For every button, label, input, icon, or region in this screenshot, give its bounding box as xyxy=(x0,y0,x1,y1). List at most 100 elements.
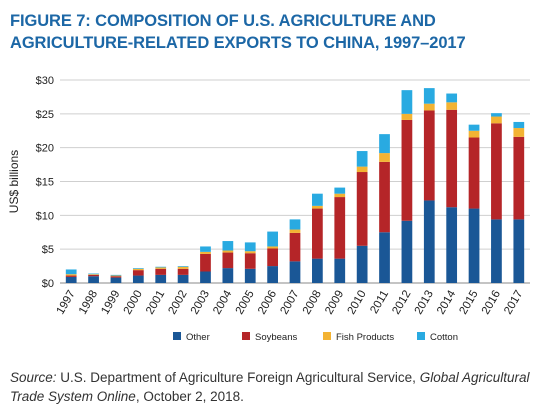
bar-fish-products-2012 xyxy=(401,113,413,120)
x-tick-label: 2000 xyxy=(122,289,145,317)
bar-other-2015 xyxy=(468,208,480,283)
bar-soybeans-2007 xyxy=(289,232,301,262)
bar-soybeans-2017 xyxy=(513,136,525,220)
bar-other-2001 xyxy=(155,274,167,283)
bar-other-2011 xyxy=(379,232,390,283)
bar-cotton-2004 xyxy=(222,241,234,251)
bar-soybeans-2003 xyxy=(200,253,211,272)
x-tick-label: 2003 xyxy=(189,289,212,317)
bar-cotton-2012 xyxy=(401,90,413,114)
x-tick-label: 2013 xyxy=(413,289,436,317)
bar-soybeans-2000 xyxy=(132,270,144,276)
bar-fish-products-2010 xyxy=(356,166,368,173)
bar-other-2005 xyxy=(244,268,256,283)
bar-fish-products-1998 xyxy=(88,274,99,275)
bar-cotton-2002 xyxy=(177,266,189,267)
bar-soybeans-2012 xyxy=(401,119,413,221)
legend: Other Soybeans Fish Products Cotton xyxy=(173,332,458,343)
bar-cotton-2017 xyxy=(513,121,525,129)
x-tick-label: 2016 xyxy=(480,289,503,317)
bar-soybeans-2014 xyxy=(446,109,458,208)
bar-soybeans-2009 xyxy=(334,197,346,259)
source-label: Source: xyxy=(10,370,57,385)
bar-fish-products-2002 xyxy=(177,266,189,269)
bar-fish-products-2014 xyxy=(446,102,458,110)
x-tick-label: 2005 xyxy=(234,289,257,317)
y-tick-label: $20 xyxy=(36,143,54,155)
bar-other-2013 xyxy=(423,200,435,283)
bar-fish-products-2003 xyxy=(200,251,211,254)
y-tick-label: $25 xyxy=(36,109,54,121)
bar-fish-products-2005 xyxy=(244,251,256,254)
bar-cotton-2014 xyxy=(446,93,458,103)
figure-title: FIGURE 7: COMPOSITION OF U.S. AGRICULTUR… xyxy=(10,12,466,52)
x-tick-label: 2011 xyxy=(368,289,391,316)
x-tick-label: 2002 xyxy=(167,289,190,317)
bar-fish-products-2001 xyxy=(155,267,167,269)
bar-soybeans-2002 xyxy=(177,268,189,275)
x-tick-label: 2004 xyxy=(211,288,234,317)
bar-fish-products-2008 xyxy=(312,205,323,209)
x-tick-label: 2008 xyxy=(301,289,324,317)
bar-cotton-2000 xyxy=(132,268,144,269)
bar-cotton-2005 xyxy=(244,242,256,252)
x-axis-ticks: 1997 1998 1999 2000 2001 2002 2003 2004 2005 2006… xyxy=(55,288,526,317)
bar-fish-products-2015 xyxy=(468,130,480,138)
bar-other-2000 xyxy=(132,275,144,283)
bar-soybeans-2011 xyxy=(379,161,390,233)
y-tick-label: $5 xyxy=(42,244,54,256)
x-tick-label: 2001 xyxy=(144,289,167,317)
legend-label: Fish Products xyxy=(336,332,394,343)
bar-cotton-2009 xyxy=(334,187,346,194)
source-text: U.S. Department of Agriculture Foreign A… xyxy=(56,370,420,385)
bar-soybeans-2016 xyxy=(491,123,502,220)
bar-other-2002 xyxy=(177,274,189,283)
bar-other-2016 xyxy=(491,219,502,283)
legend-swatch xyxy=(242,332,250,340)
bar-fish-products-2017 xyxy=(513,128,525,137)
y-tick-label: $30 xyxy=(36,75,54,87)
y-tick-label: $15 xyxy=(36,177,54,189)
bar-fish-products-2013 xyxy=(423,103,435,111)
bar-fish-products-2009 xyxy=(334,193,346,198)
bar-cotton-2011 xyxy=(379,134,390,154)
bar-other-2012 xyxy=(401,220,413,283)
x-tick-label: 2014 xyxy=(435,288,458,317)
bar-fish-products-2011 xyxy=(379,153,390,162)
bar-fish-products-2006 xyxy=(267,246,278,249)
bar-soybeans-1997 xyxy=(65,275,77,277)
x-tick-label: 2010 xyxy=(346,289,369,317)
bar-other-2003 xyxy=(200,271,211,283)
bar-cotton-2003 xyxy=(200,246,211,252)
bar-fish-products-1999 xyxy=(110,275,122,277)
bar-soybeans-1998 xyxy=(88,274,99,277)
y-tick-label: $10 xyxy=(36,210,54,222)
bar-cotton-1997 xyxy=(65,269,77,275)
bar-cotton-2008 xyxy=(312,193,323,206)
bar-other-1999 xyxy=(110,277,122,283)
bar-cotton-1999 xyxy=(110,274,122,276)
bar-soybeans-2015 xyxy=(468,137,480,209)
y-axis-ticks: $0 $5 $10 $15 $20 $25 $30 xyxy=(36,75,54,290)
source-publication: Global Agricultural Trade System Online xyxy=(10,370,530,404)
bar-other-2009 xyxy=(334,258,346,283)
x-tick-label: 2009 xyxy=(323,289,346,317)
bar-fish-products-1997 xyxy=(65,274,77,276)
legend-swatch xyxy=(417,332,425,340)
bar-soybeans-2010 xyxy=(356,172,368,246)
bar-other-2010 xyxy=(356,245,368,283)
bar-soybeans-2013 xyxy=(423,110,435,201)
source-note: Source: U.S. Department of Agriculture F… xyxy=(10,368,545,406)
bar-cotton-1998 xyxy=(88,273,99,275)
bars xyxy=(65,88,525,283)
bar-other-2008 xyxy=(312,258,323,283)
legend-label: Other xyxy=(186,332,210,343)
bar-other-2007 xyxy=(289,261,301,283)
source-date: , October 2, 2018. xyxy=(135,389,244,404)
bar-other-2004 xyxy=(222,268,234,283)
bar-other-2014 xyxy=(446,207,458,283)
legend-label: Soybeans xyxy=(255,332,298,343)
legend-label: Cotton xyxy=(430,332,458,343)
bar-fish-products-2000 xyxy=(132,268,144,271)
x-tick-label: 1997 xyxy=(55,289,78,317)
